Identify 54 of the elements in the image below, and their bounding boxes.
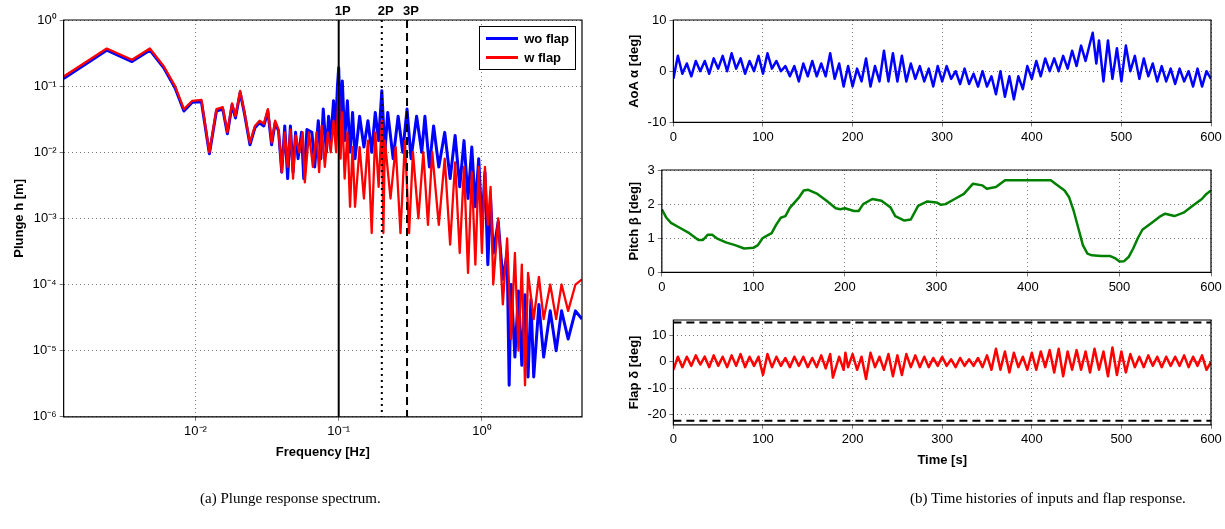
x-tick-label: 400 xyxy=(1020,431,1043,447)
y-tick-label: 10 xyxy=(651,327,667,343)
x-tick-label: 300 xyxy=(931,128,954,144)
y-tick-label: 10⁻³ xyxy=(33,209,58,225)
text: (a) Plunge response spectrum. xyxy=(200,490,381,507)
x-tick-label: 10⁻² xyxy=(184,423,208,439)
y-axis-title: Plunge h [m] xyxy=(11,179,27,258)
x-tick-label: 500 xyxy=(1110,128,1133,144)
y-tick-label: 10⁻² xyxy=(33,143,58,159)
x-tick-label: 600 xyxy=(1200,431,1222,447)
x-tick-label: 200 xyxy=(834,278,856,294)
y-tick-label: 10 xyxy=(651,11,667,27)
ref-line-label: 3P xyxy=(403,3,420,19)
x-tick-label: 600 xyxy=(1200,128,1222,144)
y-tick-label: 10⁻⁴ xyxy=(32,276,57,292)
y-tick-label: 10⁻⁶ xyxy=(32,408,57,424)
x-tick-label: 200 xyxy=(841,431,864,447)
x-tick-label: 600 xyxy=(1200,278,1222,294)
x-tick-label: 500 xyxy=(1108,278,1131,294)
x-tick-label: 100 xyxy=(742,278,765,294)
x-tick-label: 300 xyxy=(925,278,948,294)
y-tick-label: 0 xyxy=(659,353,667,369)
x-tick-label: 10⁻¹ xyxy=(327,423,351,439)
y-tick-label: 3 xyxy=(647,161,655,177)
text: (b) Time histories of inputs and flap response. xyxy=(910,490,1186,507)
x-tick-label: 400 xyxy=(1017,278,1039,294)
y-tick-label: 2 xyxy=(647,195,655,211)
x-tick-label: 200 xyxy=(841,128,864,144)
y-tick-label: 0 xyxy=(647,263,655,279)
y-tick-label: -20 xyxy=(647,405,667,421)
ref-line-label: 1P xyxy=(334,3,351,19)
x-tick-label: 400 xyxy=(1020,128,1043,144)
y-axis-title: Pitch β [deg] xyxy=(626,181,642,261)
x-tick-label: 500 xyxy=(1110,431,1133,447)
x-tick-label: 0 xyxy=(669,431,678,447)
y-tick-label: 10⁻⁵ xyxy=(32,342,57,358)
x-axis-title: Time [s] xyxy=(917,451,967,467)
x-tick-label: 10⁰ xyxy=(472,423,492,439)
legend-label: wo flap xyxy=(524,30,569,48)
y-tick-label: -10 xyxy=(647,113,667,129)
y-tick-label: 10⁰ xyxy=(37,11,57,27)
ref-line-label: 2P xyxy=(377,3,395,19)
y-axis-title: Flap δ [deg] xyxy=(626,335,642,410)
x-tick-label: 100 xyxy=(752,128,774,144)
y-tick-label: 1 xyxy=(647,229,655,245)
x-tick-label: 0 xyxy=(669,128,678,144)
y-tick-label: 0 xyxy=(659,62,667,78)
x-tick-label: 100 xyxy=(752,431,774,447)
y-tick-label: 10⁻¹ xyxy=(33,77,58,93)
legend-label: w flap xyxy=(524,49,562,67)
x-axis-title: Frequency [Hz] xyxy=(275,443,370,459)
x-tick-label: 300 xyxy=(931,431,954,447)
y-axis-title: AoA α [deg] xyxy=(626,34,642,108)
y-tick-label: -10 xyxy=(647,379,667,395)
